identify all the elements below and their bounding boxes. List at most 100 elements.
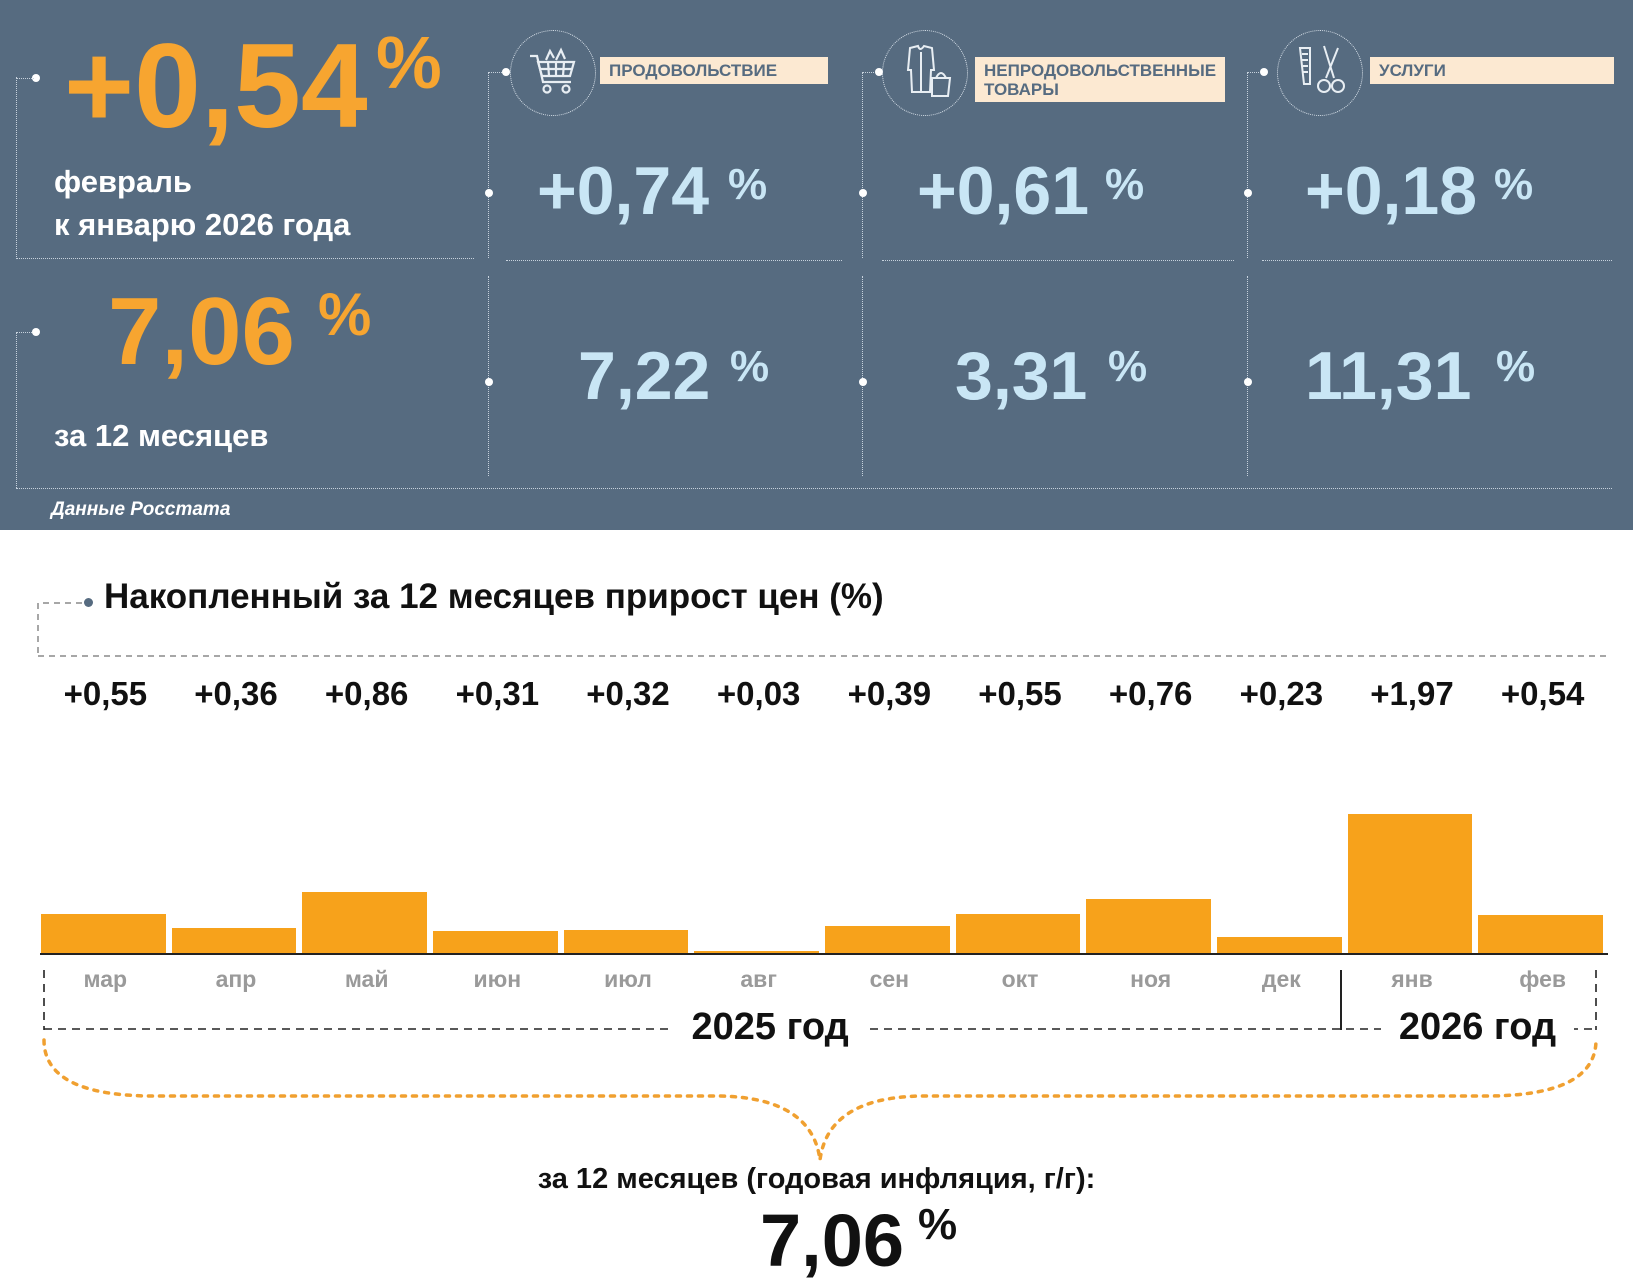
food-monthly-value: +0,74 <box>537 153 710 229</box>
chart-baseline <box>40 953 1608 955</box>
bar-value-label: +0,36 <box>194 675 278 712</box>
marker-dot <box>1244 378 1252 386</box>
connector-line <box>1247 72 1259 73</box>
connector-line <box>862 72 863 258</box>
annual-inflation-unit: % <box>318 281 372 348</box>
month-tick-label: май <box>344 966 389 992</box>
nonfood-monthly-unit: % <box>1105 160 1145 209</box>
connector-line <box>16 77 17 259</box>
category-icon-circle <box>882 30 968 116</box>
bar-май <box>302 892 427 953</box>
marker-dot <box>859 378 867 386</box>
services-monthly-value: +0,18 <box>1305 153 1478 229</box>
connector-line <box>488 72 502 73</box>
month-tick-label: авг <box>740 966 777 992</box>
bar-июл <box>563 930 689 953</box>
data-source: Данные Росстата <box>51 499 231 520</box>
nonfood-monthly-value: +0,61 <box>917 153 1090 229</box>
bar-мар <box>41 914 166 953</box>
bar-янв <box>1347 814 1473 953</box>
comb-scissors-icon <box>1298 45 1345 93</box>
month-tick-label: янв <box>1391 966 1433 992</box>
year-label: 2025 год <box>673 1006 867 1049</box>
connector-line <box>488 276 489 476</box>
food-annual-unit: % <box>730 342 770 391</box>
marker-dot <box>859 189 867 197</box>
bar-value-label: +1,97 <box>1370 675 1454 712</box>
services-monthly-unit: % <box>1494 160 1534 209</box>
bar-ноя <box>1086 899 1211 953</box>
marker-dot <box>1244 189 1252 197</box>
food-monthly-unit: % <box>728 160 768 209</box>
bar-value-label: +0,32 <box>586 675 670 712</box>
connector-line <box>488 72 489 258</box>
food-annual-value: 7,22 <box>578 338 711 414</box>
bar-value-label: +0,55 <box>978 675 1062 712</box>
marker-dot <box>1260 68 1268 76</box>
marker-dot <box>32 328 40 336</box>
month-tick-label: окт <box>1001 966 1039 992</box>
divider-line <box>16 488 1612 489</box>
shopping-cart-icon <box>530 47 576 94</box>
legend-dot <box>84 598 93 607</box>
month-tick-label: сен <box>869 966 910 992</box>
annual-period-label: за 12 месяцев <box>54 418 269 453</box>
month-tick-label: фев <box>1519 966 1567 992</box>
nonfood-annual-unit: % <box>1108 342 1148 391</box>
month-tick-label: мар <box>83 966 128 992</box>
monthly-period-line2: к январю 2026 года <box>54 207 351 242</box>
bar-value-label: +0,31 <box>455 675 540 712</box>
bar-value-label: +0,39 <box>847 675 932 712</box>
bar-value-label: +0,03 <box>716 675 801 712</box>
bar-value-label: +0,23 <box>1239 675 1324 712</box>
annual-inflation-value: 7,06 <box>108 278 295 385</box>
bar-дек <box>1217 936 1342 953</box>
connector-line <box>16 332 34 333</box>
bar-сен <box>825 925 950 953</box>
divider-line <box>506 260 842 261</box>
bar-value-label: +0,55 <box>63 675 148 712</box>
summary-panel: +0,54 % февраль к январю 2026 года 7,06 … <box>0 0 1633 530</box>
marker-dot <box>485 378 493 386</box>
category-label-nonfood-text: НЕПРОДОВОЛЬСТВЕННЫЕ ТОВАРЫ <box>984 61 1217 99</box>
monthly-inflation-unit: % <box>376 21 442 104</box>
annual-summary-value: 7,06 <box>760 1199 905 1282</box>
divider-line <box>882 260 1234 261</box>
month-tick-label: июл <box>604 966 652 992</box>
services-annual-unit: % <box>1496 342 1536 391</box>
connector-line <box>1247 276 1248 476</box>
nonfood-annual-value: 3,31 <box>955 338 1088 414</box>
category-icon-circle <box>510 30 596 116</box>
category-label-nonfood: НЕПРОДОВОЛЬСТВЕННЫЕ ТОВАРЫ <box>975 57 1225 102</box>
connector-line <box>862 276 863 476</box>
marker-dot <box>502 68 510 76</box>
monthly-inflation-value: +0,54 <box>64 19 368 153</box>
divider-line <box>16 258 474 259</box>
clothing-bag-icon <box>906 44 952 97</box>
month-tick-label: ноя <box>1130 966 1172 992</box>
marker-dot <box>875 68 883 76</box>
bar-апр <box>171 927 297 953</box>
marker-dot <box>485 189 493 197</box>
connector-line <box>862 72 874 73</box>
marker-dot <box>32 74 40 82</box>
category-icon-circle <box>1277 30 1363 116</box>
bar-value-label: +0,54 <box>1500 675 1585 712</box>
monthly-period-line1: февраль <box>54 164 192 199</box>
connector-line <box>16 78 34 79</box>
bar-фев <box>1478 914 1603 953</box>
annual-summary-unit: % <box>918 1200 958 1249</box>
chart-title: Накопленный за 12 месяцев прирост цен (%… <box>104 577 884 616</box>
month-tick-label: июн <box>473 966 522 992</box>
bar-value-label: +0,76 <box>1108 675 1193 712</box>
annual-summary-label: за 12 месяцев (годовая инфляция, г/г): <box>537 1163 1096 1195</box>
connector-line <box>16 332 17 488</box>
bar-авг <box>694 950 819 953</box>
month-tick-label: апр <box>215 966 257 992</box>
month-tick-label: дек <box>1261 966 1301 992</box>
services-annual-value: 11,31 <box>1305 338 1472 414</box>
category-label-services: УСЛУГИ <box>1370 57 1614 84</box>
divider-line <box>1262 260 1612 261</box>
bar-июн <box>433 931 558 953</box>
